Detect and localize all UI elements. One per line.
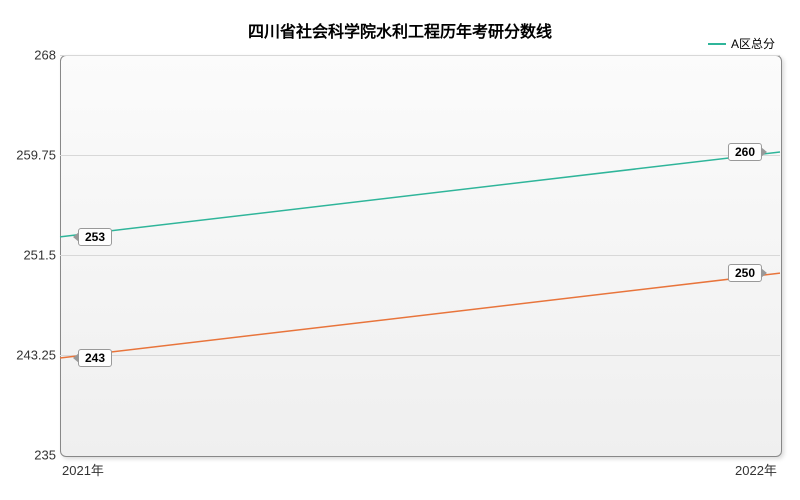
x-tick-label: 2021年 (62, 460, 104, 479)
y-tick-label: 259.75 (16, 148, 56, 163)
series-line-a (60, 152, 780, 237)
y-tick-label: 235 (34, 448, 56, 463)
series-line-b (60, 273, 780, 358)
chart-container: 四川省社会科学院水利工程历年考研分数线 A区总分 B区总分 235243.252… (0, 0, 800, 500)
line-layer (60, 55, 780, 455)
value-callout: 253 (78, 228, 112, 246)
x-tick-label: 2022年 (735, 460, 777, 479)
legend-item-a: A区总分 (708, 35, 775, 52)
legend-swatch-a (708, 43, 726, 45)
y-tick-label: 251.5 (23, 248, 56, 263)
y-tick-label: 243.25 (16, 348, 56, 363)
chart-title: 四川省社会科学院水利工程历年考研分数线 (0, 18, 800, 42)
legend-label-a: A区总分 (731, 35, 775, 52)
y-tick-label: 268 (34, 48, 56, 63)
value-callout: 243 (78, 349, 112, 367)
value-callout: 250 (728, 264, 762, 282)
value-callout: 260 (728, 143, 762, 161)
